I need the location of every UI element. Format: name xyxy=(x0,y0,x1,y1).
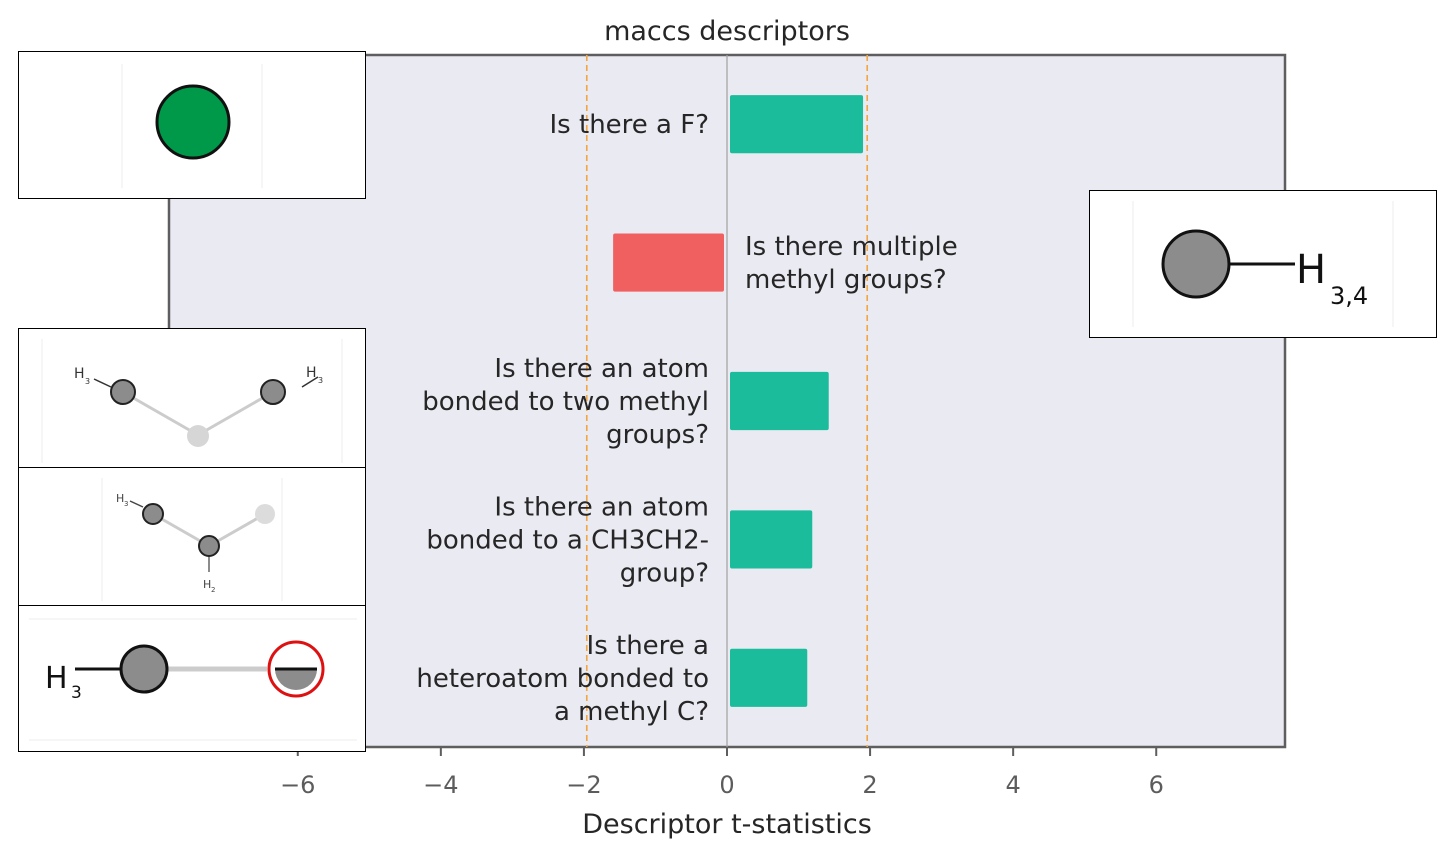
heteroatom-structure: H 3 xyxy=(29,618,357,741)
bar-3 xyxy=(730,510,813,569)
top-hydrogen-label: H xyxy=(116,492,124,505)
bar-2 xyxy=(730,371,829,431)
methyl-hydrogen-subscript: 3 xyxy=(71,683,82,703)
left-hydrogen-label: H xyxy=(74,366,85,382)
fluorine-structure xyxy=(121,64,263,188)
heteroatom-half-icon xyxy=(275,669,317,690)
x-tick-label: 6 xyxy=(1149,771,1164,799)
bar-4 xyxy=(730,648,808,707)
bar-label-line: Is there a xyxy=(587,631,709,661)
bar-label-line: Is there multiple xyxy=(745,232,958,262)
methylene-atom-icon xyxy=(198,535,220,557)
center-atom-icon xyxy=(187,425,209,447)
methyl-atom-icon xyxy=(142,503,164,525)
x-tick-label: −6 xyxy=(280,771,315,799)
bar-label-line: bonded to a CH3CH2- xyxy=(426,525,709,555)
bar-label-line: bonded to two methyl xyxy=(422,387,709,417)
x-tick-label: −4 xyxy=(423,771,458,799)
chart-title: maccs descriptors xyxy=(604,16,850,47)
methyl-carbon-icon xyxy=(119,644,169,694)
ethyl-structure: H 3 H 2 xyxy=(101,478,283,601)
right-methyl-atom-icon xyxy=(260,379,286,405)
methyl-thumbnail: H 3,4 xyxy=(1089,190,1437,338)
x-tick-label: 4 xyxy=(1006,771,1021,799)
two-methyl-thumbnail: H 3 H 3 xyxy=(18,328,366,469)
right-hydrogen-subscript: 3 xyxy=(318,376,323,385)
bar-label-1: Is there multiple methyl groups? xyxy=(745,232,958,295)
bar-label-line: a methyl C? xyxy=(554,697,709,727)
top-hydrogen-subscript: 3 xyxy=(124,500,128,508)
fluorine-thumbnail xyxy=(18,51,366,199)
x-tick-label: 2 xyxy=(862,771,877,799)
bar-label-line: Is there a F? xyxy=(550,110,709,140)
right-hydrogen-label: H xyxy=(306,365,317,381)
hydrogen-label: H xyxy=(1296,247,1326,293)
left-hydrogen-subscript: 3 xyxy=(85,377,90,386)
fluorine-atom-icon xyxy=(155,84,231,160)
x-tick-label: 0 xyxy=(719,771,734,799)
bar-label-4: Is there a heteroatom bonded to a methyl C… xyxy=(416,631,709,727)
terminal-atom-icon xyxy=(255,504,275,524)
bar-label-line: group? xyxy=(620,558,709,588)
bottom-hydrogen-label: H xyxy=(203,578,211,591)
left-methyl-atom-icon xyxy=(110,379,136,405)
two-methyl-structure: H 3 H 3 xyxy=(41,339,343,463)
x-axis-label: Descriptor t-statistics xyxy=(582,809,872,840)
bar-label-3: Is there an atom bonded to a CH3CH2-group… xyxy=(426,492,709,588)
bar-label-line: heteroatom bonded to xyxy=(416,664,709,694)
bar-label-line: groups? xyxy=(606,420,709,450)
bar-0 xyxy=(730,95,864,154)
carbon-atom-icon xyxy=(1161,229,1231,299)
bar-label-line: Is there an atom xyxy=(494,354,709,384)
bar-label-line: Is there an atom xyxy=(494,492,709,522)
bar-label-2: Is there an atom bonded to two methyl grou… xyxy=(422,354,709,450)
methyl-hydrogen-label: H xyxy=(45,661,68,696)
bar-1 xyxy=(613,233,724,292)
heteroatom-thumbnail: H 3 xyxy=(18,605,366,752)
x-tick-label: −2 xyxy=(566,771,601,799)
ethyl-thumbnail: H 3 H 2 xyxy=(18,467,366,607)
hydrogen-subscript: 3,4 xyxy=(1330,282,1368,310)
bar-label-line: methyl groups? xyxy=(745,265,947,295)
methyl-structure: H 3,4 xyxy=(1132,201,1394,327)
bar-label-0: Is there a F? xyxy=(550,110,709,140)
bottom-hydrogen-subscript: 2 xyxy=(211,586,215,594)
